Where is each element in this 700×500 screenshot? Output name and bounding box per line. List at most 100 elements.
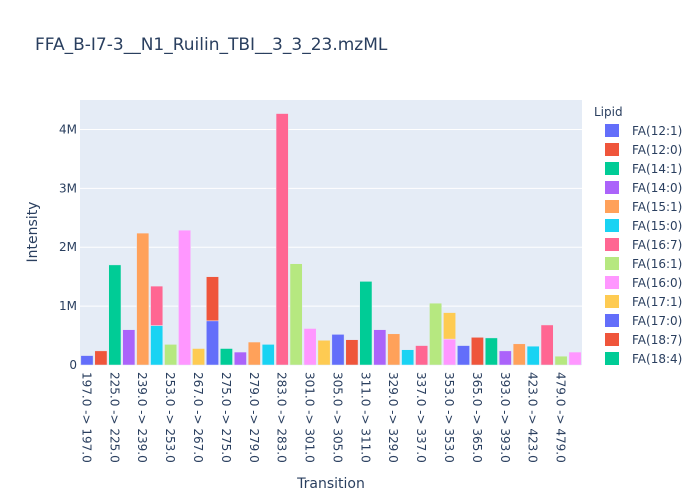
x-tick-label: 365.0 -> 365.0 bbox=[470, 372, 484, 463]
x-tick-label: 329.0 -> 329.0 bbox=[386, 372, 400, 463]
legend-item: FA(12:0) bbox=[605, 143, 682, 157]
legend-swatch bbox=[605, 200, 619, 213]
bar bbox=[150, 285, 164, 326]
legend: FA(12:1) FA(12:0) FA(14:1) FA(14:0) FA(15:1)… bbox=[605, 124, 682, 366]
plot-background bbox=[80, 100, 582, 365]
bar bbox=[345, 339, 359, 366]
bar bbox=[443, 338, 456, 366]
bar bbox=[359, 281, 373, 366]
legend-label: FA(16:7) bbox=[632, 238, 682, 252]
bar bbox=[540, 324, 554, 366]
legend-swatch bbox=[605, 124, 619, 137]
legend-swatch bbox=[605, 181, 619, 194]
bar bbox=[164, 344, 178, 366]
legend-swatch bbox=[605, 333, 619, 346]
x-tick-label: 423.0 -> 423.0 bbox=[526, 372, 540, 463]
legend-label: FA(12:0) bbox=[632, 143, 682, 157]
legend-item: FA(15:1) bbox=[605, 200, 682, 214]
bar bbox=[317, 340, 331, 366]
x-tick-label: 239.0 -> 239.0 bbox=[135, 372, 149, 463]
legend-swatch bbox=[605, 219, 619, 232]
bars-group bbox=[80, 113, 582, 366]
y-tick-label: 0 bbox=[69, 358, 77, 372]
bar bbox=[401, 349, 415, 366]
legend-swatch bbox=[605, 162, 619, 175]
bar bbox=[233, 351, 247, 366]
bar bbox=[303, 328, 317, 366]
x-tick-label: 283.0 -> 283.0 bbox=[275, 372, 289, 463]
bar bbox=[136, 232, 150, 366]
bar bbox=[261, 344, 275, 366]
bar bbox=[498, 350, 512, 366]
x-tick-label: 275.0 -> 275.0 bbox=[219, 372, 233, 463]
legend-label: FA(15:0) bbox=[632, 219, 682, 233]
x-tick-label: 197.0 -> 197.0 bbox=[79, 372, 93, 463]
x-tick-label: 253.0 -> 253.0 bbox=[163, 372, 177, 463]
bar bbox=[443, 312, 456, 340]
bar bbox=[373, 329, 387, 366]
legend-label: FA(17:0) bbox=[632, 314, 682, 328]
bar bbox=[387, 333, 401, 366]
chart-title: FFA_B-I7-3__N1_Ruilin_TBI__3_3_23.mzML bbox=[35, 35, 388, 55]
legend-item: FA(12:1) bbox=[605, 124, 682, 138]
legend-label: FA(14:1) bbox=[632, 162, 682, 176]
y-tick-label: 4M bbox=[59, 122, 77, 136]
legend-label: FA(18:4) bbox=[632, 352, 682, 366]
legend-item: FA(17:1) bbox=[605, 295, 682, 309]
y-tick-label: 1M bbox=[59, 299, 77, 313]
legend-swatch bbox=[605, 295, 619, 308]
legend-item: FA(18:4) bbox=[605, 352, 682, 366]
bar bbox=[150, 325, 164, 366]
bar bbox=[289, 263, 303, 366]
legend-label: FA(16:0) bbox=[632, 276, 682, 290]
bar bbox=[192, 348, 205, 366]
legend-item: FA(14:0) bbox=[605, 181, 682, 195]
bar bbox=[429, 302, 442, 366]
x-tick-label: 311.0 -> 311.0 bbox=[358, 372, 372, 463]
legend-label: FA(18:7) bbox=[632, 333, 682, 347]
legend-item: FA(18:7) bbox=[605, 333, 682, 347]
x-tick-label: 353.0 -> 353.0 bbox=[442, 372, 456, 463]
legend-swatch bbox=[605, 143, 619, 156]
bar bbox=[484, 337, 498, 366]
bar bbox=[554, 355, 568, 366]
bar bbox=[247, 341, 261, 366]
bar bbox=[415, 345, 429, 366]
legend-label: FA(15:1) bbox=[632, 200, 682, 214]
bar bbox=[568, 351, 582, 366]
legend-item: FA(16:0) bbox=[605, 276, 682, 290]
bar bbox=[94, 350, 108, 366]
legend-swatch bbox=[605, 257, 619, 270]
y-tick-label: 2M bbox=[59, 240, 77, 254]
x-tick-label: 305.0 -> 305.0 bbox=[330, 372, 344, 463]
legend-swatch bbox=[605, 352, 619, 365]
bar bbox=[220, 348, 233, 366]
y-tick-label: 3M bbox=[59, 181, 77, 195]
legend-item: FA(17:0) bbox=[605, 314, 682, 328]
legend-item: FA(16:1) bbox=[605, 257, 682, 271]
bar bbox=[178, 229, 191, 366]
bar bbox=[471, 337, 484, 366]
legend-label: FA(16:1) bbox=[632, 257, 682, 271]
legend-label: FA(14:0) bbox=[632, 181, 682, 195]
legend-item: FA(14:1) bbox=[605, 162, 682, 176]
y-tick-labels: 0 1M 2M 3M 4M bbox=[59, 122, 77, 372]
x-tick-label: 301.0 -> 301.0 bbox=[303, 372, 317, 463]
x-tick-label: 393.0 -> 393.0 bbox=[498, 372, 512, 463]
bar bbox=[275, 113, 289, 366]
bar bbox=[206, 320, 219, 366]
legend-label: FA(17:1) bbox=[632, 295, 682, 309]
legend-item: FA(15:0) bbox=[605, 219, 682, 233]
y-axis-title: Intensity bbox=[25, 202, 41, 263]
bar bbox=[122, 329, 136, 366]
x-tick-label: 279.0 -> 279.0 bbox=[247, 372, 261, 463]
legend-swatch bbox=[605, 238, 619, 251]
x-tick-label: 267.0 -> 267.0 bbox=[191, 372, 205, 463]
x-tick-labels: 197.0 -> 197.0 225.0 -> 225.0 239.0 -> 239… bbox=[79, 372, 567, 463]
grid-lines bbox=[80, 128, 582, 307]
bar bbox=[512, 343, 526, 366]
bar bbox=[331, 334, 345, 366]
bar bbox=[108, 264, 122, 366]
legend-title: Lipid bbox=[594, 105, 623, 119]
